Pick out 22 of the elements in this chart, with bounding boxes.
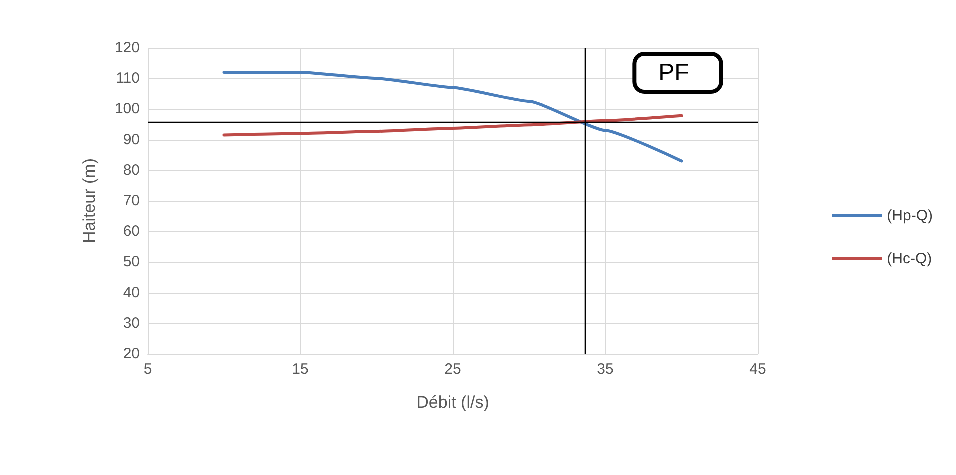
y-tick-label: 100	[114, 100, 140, 118]
y-axis-title: Haiteur (m)	[80, 158, 99, 244]
legend-label: (Hp-Q)	[887, 208, 934, 224]
y-tick-label: 110	[116, 70, 140, 88]
x-tick-label: 25	[444, 361, 462, 378]
x-tick-label: 5	[144, 361, 152, 378]
y-tick-label: 30	[123, 314, 140, 332]
x-tick-label: 35	[597, 361, 614, 378]
x-tick-label: 15	[292, 361, 309, 378]
y-tick-label: 80	[123, 162, 140, 179]
line-series	[222, 114, 684, 137]
legend-label: (Hc-Q)	[887, 250, 932, 268]
y-tick-label: 50	[123, 254, 140, 271]
y-tick-label: 120	[114, 40, 140, 56]
annotation: PF	[658, 60, 690, 86]
y-tick-label: 70	[123, 192, 140, 210]
x-axis-title: Débit (l/s)	[416, 393, 490, 412]
x-tick-label: 45	[750, 361, 766, 378]
y-tick-label: 60	[123, 223, 140, 240]
y-tick-label: 20	[123, 346, 140, 362]
y-tick-label: 90	[123, 131, 140, 148]
y-tick-label: 40	[123, 284, 140, 302]
